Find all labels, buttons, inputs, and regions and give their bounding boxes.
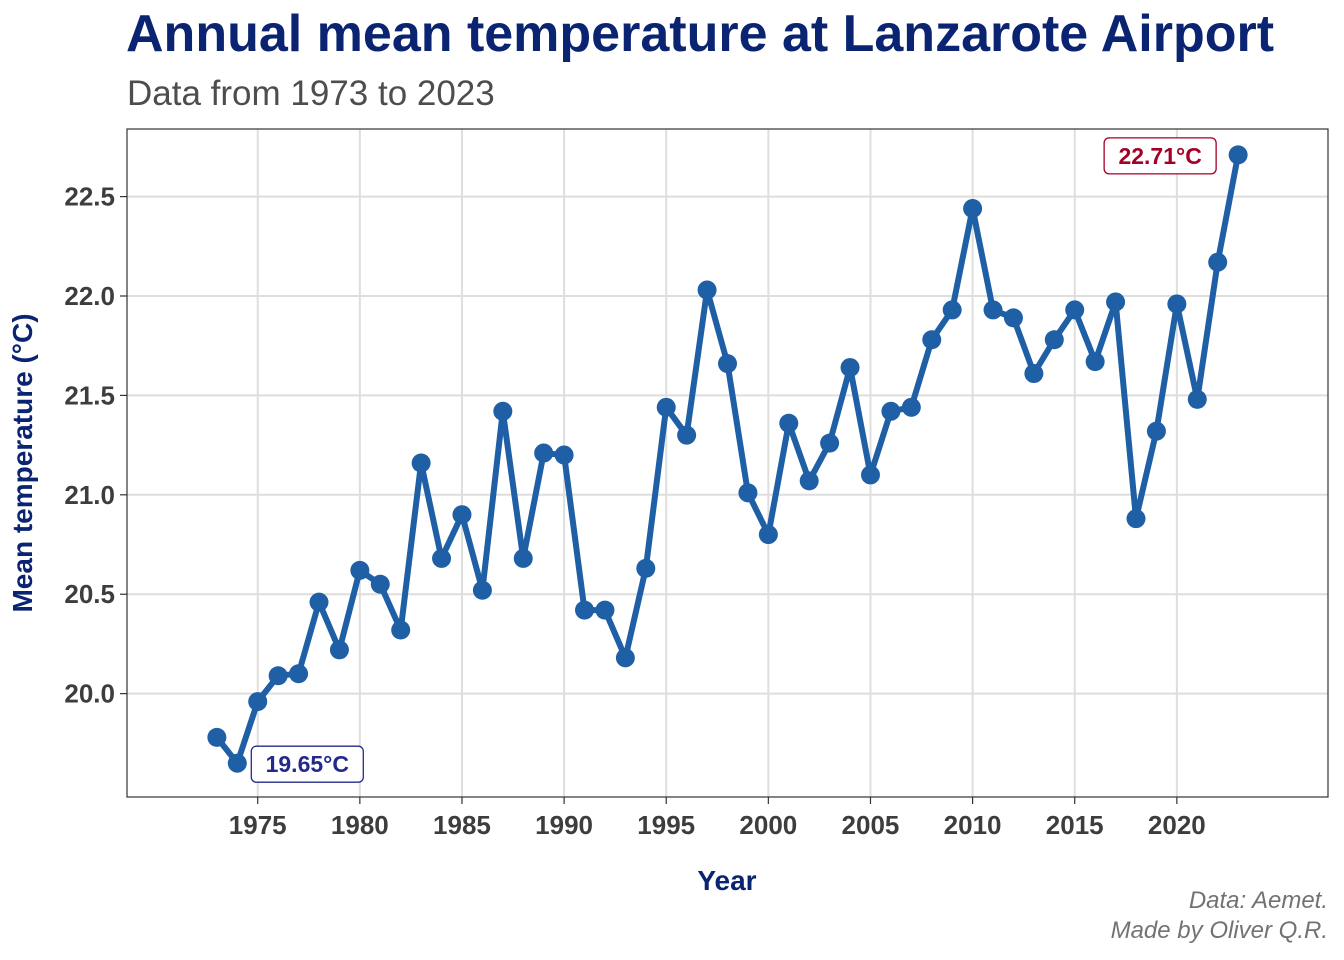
data-point	[248, 692, 268, 712]
data-point	[411, 453, 431, 473]
x-tick-label: 2005	[842, 810, 900, 840]
chart-title: Annual mean temperature at Lanzarote Air…	[126, 5, 1275, 63]
data-point	[1106, 292, 1126, 312]
data-point	[227, 753, 247, 773]
data-point	[207, 727, 227, 747]
data-point	[1228, 145, 1248, 165]
y-tick-label: 21.0	[64, 480, 115, 510]
data-point	[779, 413, 799, 433]
y-tick-label: 22.0	[64, 281, 115, 311]
data-point	[963, 199, 983, 219]
data-point	[881, 401, 901, 421]
data-point	[575, 600, 595, 620]
y-tick-label: 21.5	[64, 380, 115, 410]
data-point	[636, 558, 656, 578]
data-point	[391, 620, 411, 640]
data-point	[1208, 252, 1228, 272]
data-point	[534, 443, 554, 463]
data-point	[860, 465, 880, 485]
caption-source: Data: Aemet.	[1188, 887, 1328, 914]
data-point	[309, 592, 329, 612]
x-tick-label: 1980	[331, 810, 389, 840]
x-tick-label: 1995	[637, 810, 695, 840]
data-point	[1044, 330, 1064, 350]
data-point	[840, 358, 860, 378]
data-point	[922, 330, 942, 350]
data-point	[432, 548, 452, 568]
plot-border	[126, 128, 1329, 798]
data-point	[799, 471, 819, 491]
data-point	[901, 397, 921, 417]
x-tick-label: 2015	[1046, 810, 1104, 840]
data-point	[738, 483, 758, 503]
y-tick-label: 20.5	[64, 579, 115, 609]
x-tick-label: 2010	[944, 810, 1002, 840]
data-point	[615, 648, 635, 668]
annotations: 22.71°C 19.65°C	[250, 137, 1217, 783]
data-point	[677, 425, 697, 445]
y-tick-label: 20.0	[64, 679, 115, 709]
series-temperature	[207, 145, 1248, 773]
data-point	[656, 397, 676, 417]
data-point	[820, 433, 840, 453]
data-point	[329, 640, 349, 660]
max-annotation-box	[1103, 137, 1217, 175]
x-tick-label: 2020	[1148, 810, 1206, 840]
data-point	[1146, 421, 1166, 441]
caption-author: Made by Oliver Q.R.	[1110, 917, 1328, 944]
data-point	[1126, 509, 1146, 529]
data-point	[983, 300, 1003, 320]
data-point	[513, 548, 533, 568]
x-axis-title: Year	[697, 865, 756, 896]
chart-subtitle: Data from 1973 to 2023	[127, 74, 495, 113]
data-point	[289, 664, 309, 684]
x-tick-label: 1990	[535, 810, 593, 840]
data-point	[350, 560, 370, 580]
x-tick-label: 1975	[229, 810, 287, 840]
axes: 1975 1980 1985 1990 1995 2000 2005 2010 2015 2020…	[64, 182, 1205, 840]
data-point	[1167, 294, 1187, 314]
y-tick-label: 22.5	[64, 182, 115, 212]
data-point	[268, 666, 288, 686]
x-tick-label: 2000	[739, 810, 797, 840]
data-point	[472, 580, 492, 600]
y-axis-title: Mean temperature (°C)	[7, 313, 38, 612]
data-point	[1024, 364, 1044, 384]
data-point	[697, 280, 717, 300]
data-point	[942, 300, 962, 320]
data-point	[452, 505, 472, 525]
min-annotation-label: 19.65°C	[266, 751, 349, 777]
data-point	[554, 445, 574, 465]
data-point	[1065, 300, 1085, 320]
x-tick-label: 1985	[433, 810, 491, 840]
data-point	[1085, 352, 1105, 372]
data-point	[1187, 389, 1207, 409]
data-point	[370, 574, 390, 594]
max-annotation-label: 22.71°C	[1118, 143, 1201, 169]
data-point	[758, 525, 778, 545]
series-line	[213, 151, 1242, 767]
min-annotation-box	[250, 745, 364, 783]
data-point	[595, 600, 615, 620]
data-point	[1003, 308, 1023, 328]
data-point	[718, 354, 737, 374]
data-point	[493, 401, 513, 421]
